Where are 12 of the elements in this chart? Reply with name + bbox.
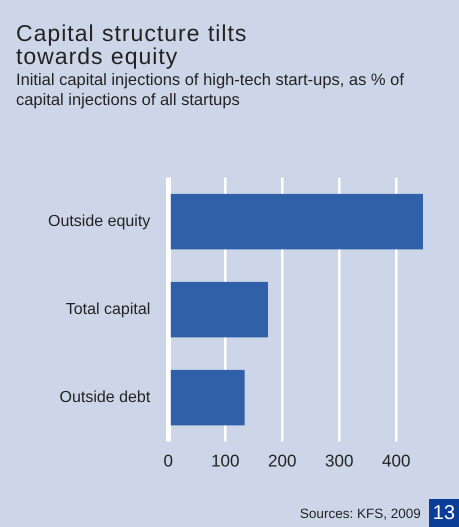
source-note: Sources: KFS, 2009 — [300, 506, 421, 523]
chart-title: Capital structure tilts towards equity — [16, 20, 248, 69]
x-tick-label: 0 — [164, 451, 174, 470]
chart-subtitle: Initial capital injections of high-tech start-ups, as % of capital injections of all startups — [16, 70, 405, 110]
x-tick-label: 300 — [325, 451, 354, 470]
x-tick-label: 400 — [382, 451, 410, 470]
x-tick-label: 200 — [268, 451, 296, 470]
y-tick-label: Outside debt — [60, 389, 151, 406]
y-tick-label: Outside equity — [48, 213, 150, 230]
text: 13 — [428, 499, 459, 527]
y-tick-label: Total capital — [66, 301, 150, 318]
x-tick-label: 100 — [211, 451, 240, 470]
